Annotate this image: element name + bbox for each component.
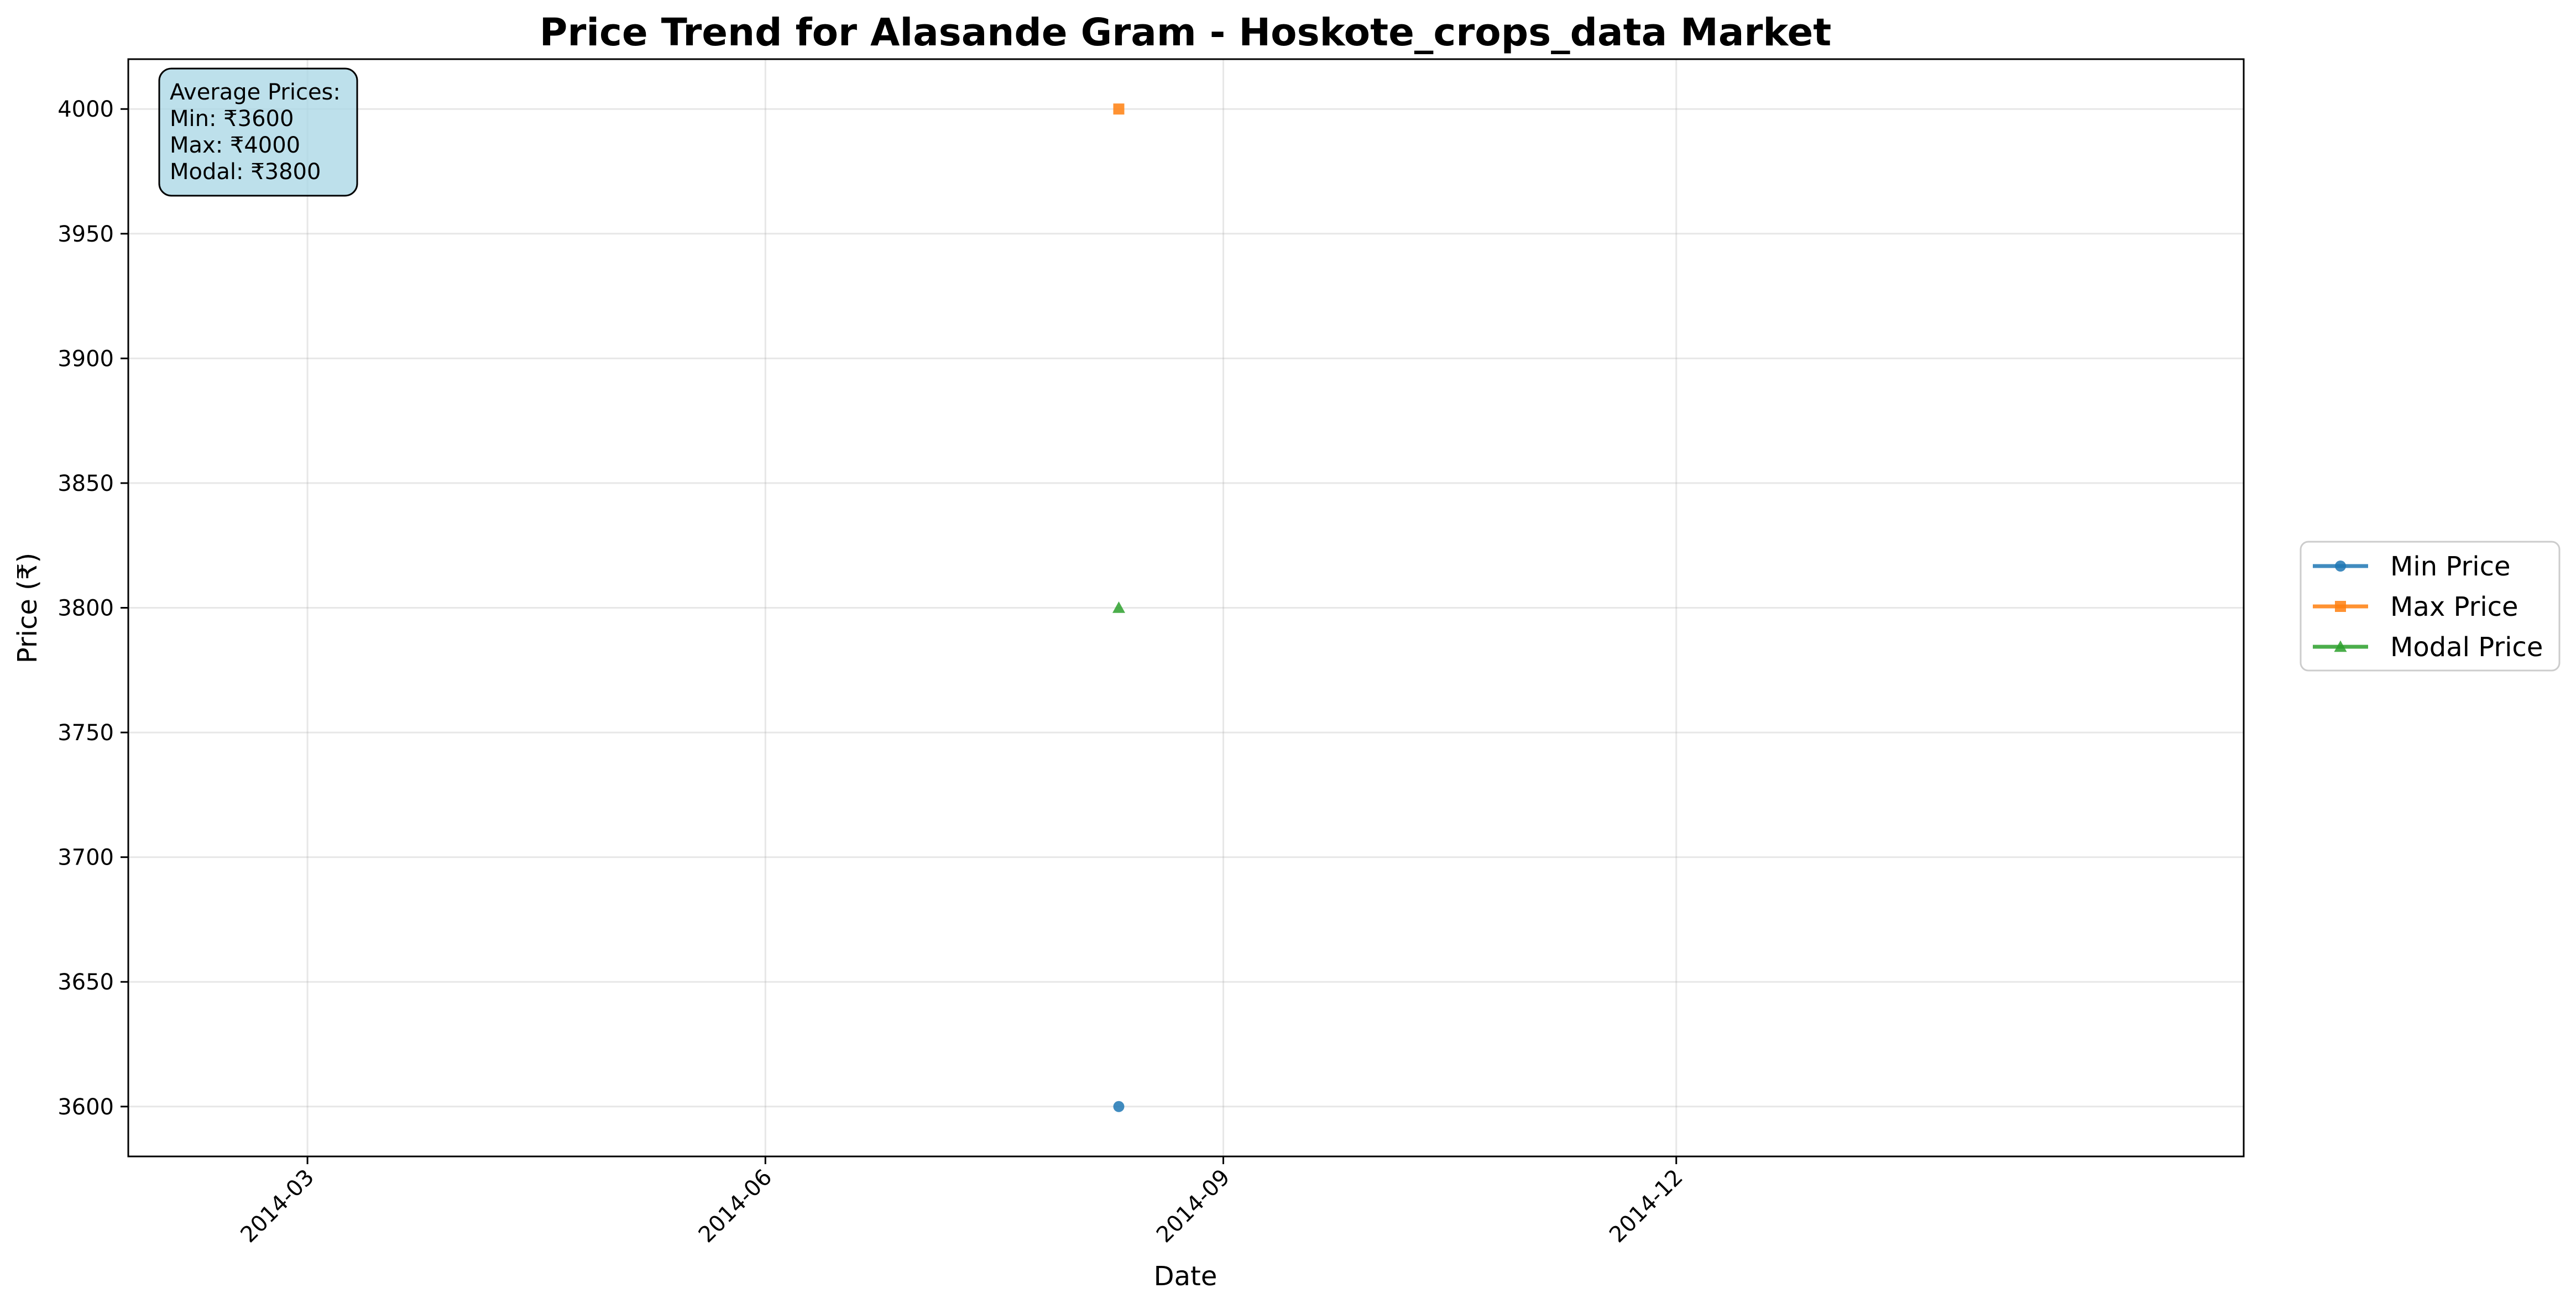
y-axis-ticks: 3600 3650 3700 3750 3800 3850 3900 3950 4000 <box>58 97 128 1120</box>
y-axis-label: Price (₹) <box>12 553 43 663</box>
legend-label: Modal Price <box>2390 632 2543 663</box>
legend: Min Price Max Price Modal Price <box>2300 541 2561 672</box>
y-tick-label: 3950 <box>58 222 114 247</box>
y-tick-label: 3600 <box>58 1095 114 1120</box>
modal-price-point <box>1112 601 1125 613</box>
average-prices-box: Average Prices: Min: ₹3600 Max: ₹4000 Mo… <box>158 67 358 197</box>
y-tick-label: 3850 <box>58 471 114 496</box>
legend-marker <box>2335 561 2346 572</box>
legend-frame <box>2300 541 2561 672</box>
legend-marker <box>2335 601 2346 612</box>
y-tick-label: 4000 <box>58 97 114 122</box>
min-price-point <box>1113 1101 1125 1112</box>
y-tick-label: 3800 <box>58 596 114 621</box>
legend-entry-max-price: Max Price <box>2313 591 2518 622</box>
y-tick-label: 3700 <box>58 845 114 871</box>
legend-entry-min-price: Min Price <box>2313 551 2511 582</box>
max-price-point <box>1113 103 1125 115</box>
x-axis-label: Date <box>1154 1261 1218 1292</box>
average-prices-header: Average Prices: <box>170 80 341 105</box>
legend-marker <box>2334 640 2347 652</box>
data-points <box>1112 103 1125 1112</box>
y-tick-label: 3650 <box>58 970 114 995</box>
y-tick-label: 3750 <box>58 720 114 746</box>
legend-label: Min Price <box>2390 551 2511 582</box>
average-max-price: Max: ₹4000 <box>170 133 300 158</box>
average-prices-box-background <box>158 67 358 197</box>
legend-label: Max Price <box>2390 591 2518 622</box>
average-min-price: Min: ₹3600 <box>170 106 294 132</box>
grid <box>128 59 2244 1156</box>
y-tick-label: 3900 <box>58 346 114 371</box>
legend-entry-modal-price: Modal Price <box>2313 632 2543 663</box>
chart-title: Price Trend for Alasande Gram - Hoskote_… <box>540 11 1832 55</box>
average-modal-price: Modal: ₹3800 <box>170 159 321 185</box>
